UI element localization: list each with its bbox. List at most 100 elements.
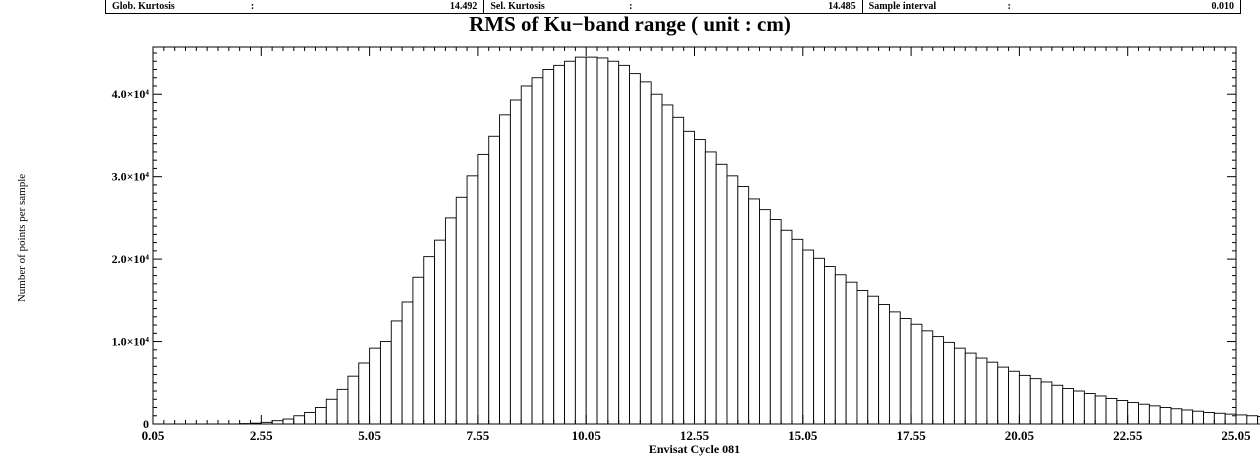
x-axis-label: Envisat Cycle 081 — [649, 442, 740, 456]
histogram-bar — [401, 301, 414, 425]
chart-title: RMS of Ku−band range ( unit : cm) — [469, 12, 791, 36]
histogram-bar — [910, 323, 923, 425]
x-tick-label: 0.05 — [142, 428, 165, 443]
histogram-bar — [813, 257, 825, 425]
histogram-bar — [639, 81, 652, 425]
histogram-bar — [1127, 402, 1139, 425]
stat-glob-kurtosis: Glob. Kurtosis : 14.492 — [106, 0, 483, 13]
histogram-bar — [596, 57, 609, 425]
x-tick-label: 22.55 — [1113, 428, 1143, 443]
y-tick-label: 0 — [143, 417, 149, 431]
stat-colon: : — [1007, 0, 1011, 12]
histogram-bar — [802, 249, 815, 425]
histogram-bar — [726, 175, 739, 425]
histogram-bar — [509, 99, 522, 425]
stat-value: 14.485 — [828, 0, 856, 12]
histogram-bar — [964, 352, 977, 425]
histogram-bar — [1170, 408, 1183, 425]
x-tick-label: 5.05 — [358, 428, 381, 443]
histogram-bar — [336, 388, 349, 425]
histogram-bar — [434, 239, 446, 425]
x-tick-label: 12.55 — [680, 428, 710, 443]
histogram-bar — [347, 375, 360, 425]
stat-sample-interval: Sample interval : 0.010 — [861, 0, 1240, 13]
histogram-bar — [629, 73, 641, 425]
stat-label: Sel. Kurtosis — [490, 0, 545, 12]
histogram-bar — [780, 229, 793, 425]
histogram-bar — [769, 219, 782, 425]
histogram-bar — [1040, 381, 1053, 425]
histogram-bar — [1246, 415, 1259, 425]
stat-colon: : — [629, 0, 633, 12]
histogram-bar — [1105, 397, 1118, 425]
statistics-bar: Glob. Kurtosis : 14.492 Sel. Kurtosis : … — [105, 0, 1241, 14]
histogram-bar — [1073, 390, 1085, 425]
histogram-bar — [704, 151, 717, 425]
histogram-bar — [564, 60, 576, 425]
y-tick-label: 4.0×10⁴ — [112, 87, 150, 101]
histogram-bar — [499, 114, 511, 425]
histogram-bar — [585, 56, 598, 425]
histogram-bar — [379, 341, 392, 425]
histogram-bar — [1083, 393, 1096, 425]
histogram-bar — [824, 266, 836, 425]
y-tick-label: 2.0×10⁴ — [112, 252, 150, 266]
histogram-bar — [369, 347, 381, 425]
histogram-bar — [791, 238, 804, 425]
histogram-bar — [1008, 370, 1020, 425]
histogram-bar — [293, 415, 306, 425]
histogram-bar — [1192, 410, 1204, 425]
stat-label: Glob. Kurtosis — [112, 0, 175, 12]
histogram-bar — [1148, 405, 1161, 425]
histogram-bar — [672, 116, 685, 425]
stat-value: 14.492 — [449, 0, 478, 12]
x-tick-label: 20.05 — [1005, 428, 1035, 443]
histogram-bar — [694, 139, 706, 425]
histogram-bar — [1116, 400, 1129, 425]
histogram-bar — [650, 93, 663, 425]
histogram-bar — [888, 311, 901, 425]
x-tick-label: 15.05 — [788, 428, 818, 443]
histogram-bar — [878, 304, 890, 425]
histogram-bar — [1235, 414, 1248, 425]
histogram-bar — [466, 175, 479, 425]
histogram-bar — [715, 163, 728, 425]
histogram-bar — [553, 64, 565, 425]
histogram-bar — [1159, 407, 1172, 425]
histogram-bar — [423, 256, 436, 425]
histogram-bar — [315, 407, 327, 425]
histogram-bar — [1018, 374, 1031, 425]
histogram-bar — [1138, 403, 1150, 425]
histogram-bar — [282, 418, 295, 425]
y-tick-label: 1.0×10⁴ — [112, 335, 150, 349]
x-tick-label: 2.55 — [250, 428, 273, 443]
histogram-bar — [531, 77, 544, 425]
histogram-bar — [975, 357, 988, 425]
histogram-bar — [932, 336, 945, 425]
histogram-bar — [1051, 384, 1064, 425]
histogram-bar — [921, 330, 934, 425]
histogram-bar — [1213, 412, 1226, 425]
histogram-bar — [759, 209, 771, 425]
histogram-bar — [325, 398, 338, 425]
stat-value: 0.010 — [1211, 0, 1234, 12]
histogram-bar — [444, 217, 457, 425]
histogram-bar — [856, 289, 869, 425]
histogram-bar — [1257, 416, 1260, 425]
x-tick-label: 25.05 — [1221, 428, 1251, 443]
histogram-bar — [1062, 388, 1074, 425]
histogram-bar — [683, 130, 695, 425]
histogram-bar — [997, 366, 1010, 425]
histogram-bar — [390, 320, 403, 425]
histogram-bar — [986, 361, 999, 425]
histogram-bar — [1181, 409, 1194, 425]
histogram-bar — [1094, 395, 1107, 425]
stat-sel-kurtosis: Sel. Kurtosis : 14.485 — [483, 0, 861, 13]
stat-colon: : — [250, 0, 255, 12]
histogram-bar — [477, 153, 490, 425]
histogram-bar — [834, 274, 847, 425]
histogram-bar — [953, 347, 966, 425]
x-tick-label: 17.55 — [896, 428, 926, 443]
histogram-bar — [304, 412, 316, 425]
